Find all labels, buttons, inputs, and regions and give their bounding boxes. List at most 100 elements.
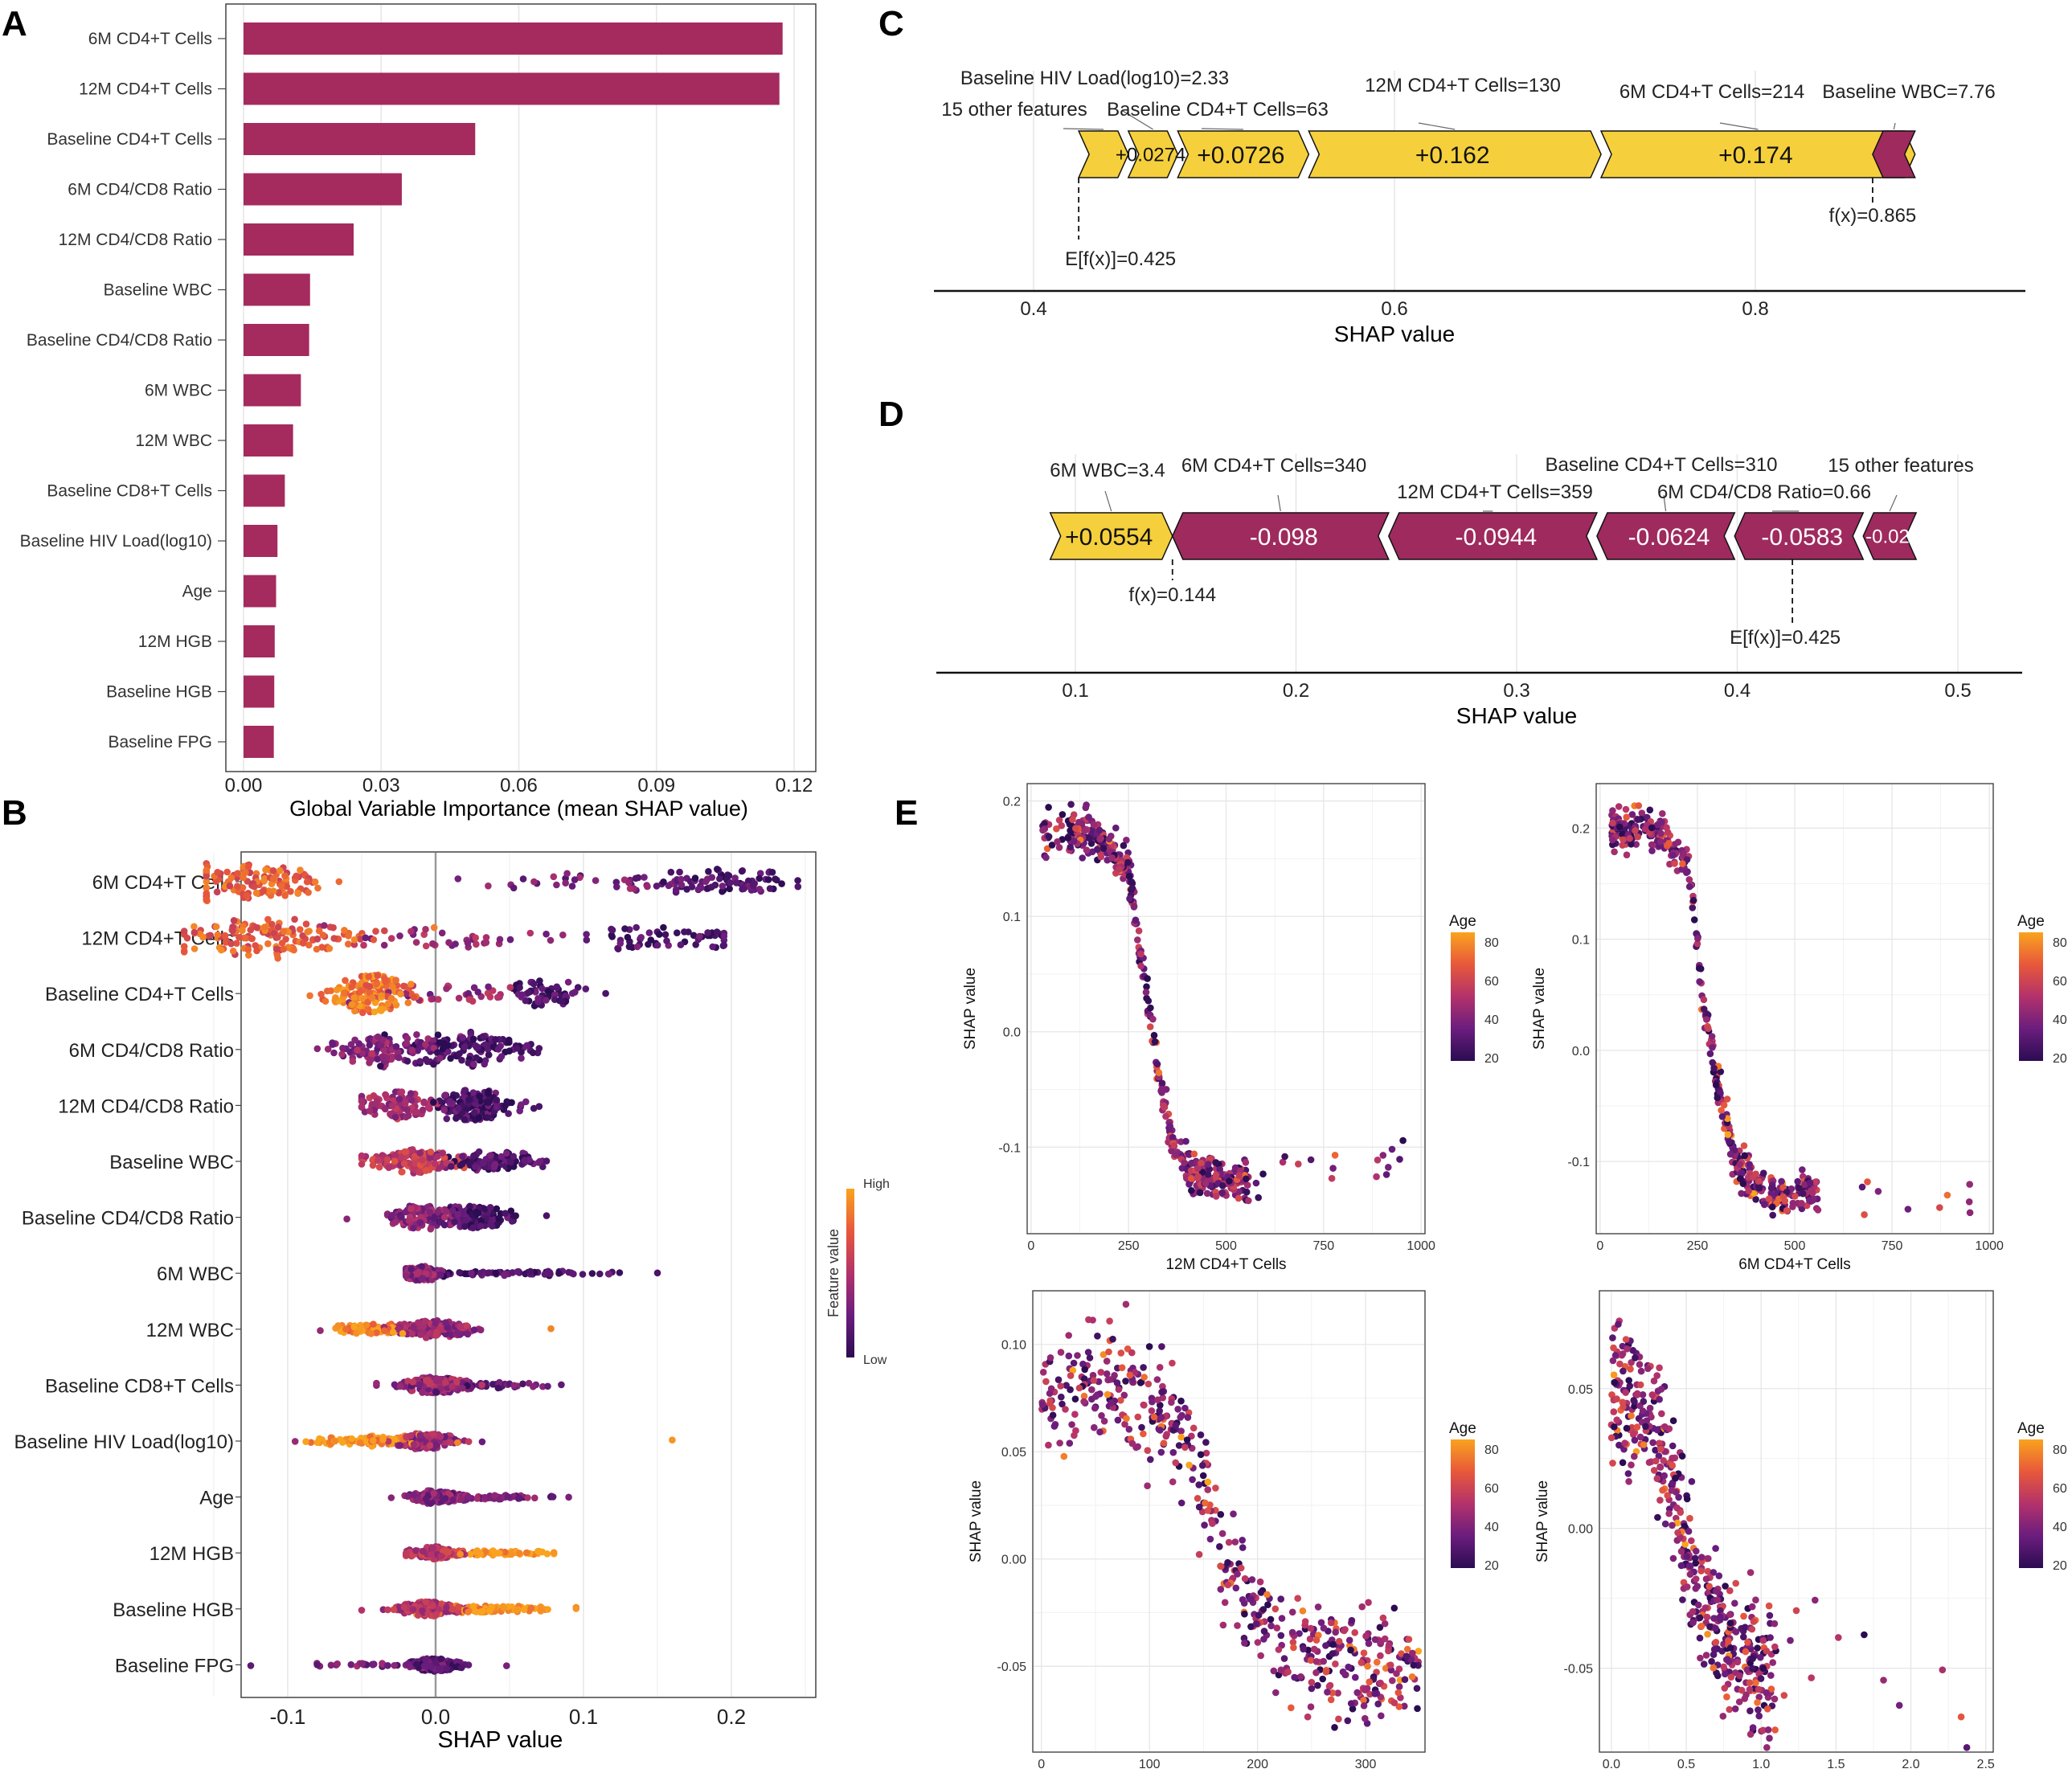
dependence-point xyxy=(1086,834,1093,842)
shap-point xyxy=(486,1204,494,1211)
legend-title: Age xyxy=(1449,913,1476,930)
shap-point xyxy=(626,885,634,892)
shap-point xyxy=(230,917,238,924)
shap-point xyxy=(454,1329,461,1337)
shap-point xyxy=(416,1331,424,1338)
shap-point xyxy=(373,1098,381,1106)
shap-point xyxy=(430,1214,438,1222)
dependence-point xyxy=(1783,1206,1791,1214)
shap-point xyxy=(436,1054,444,1062)
x-tick-label: 0.5 xyxy=(1944,680,1971,702)
shap-point xyxy=(244,863,252,870)
shap-point xyxy=(544,1606,551,1613)
dependence-point xyxy=(1108,854,1116,862)
bar xyxy=(244,23,783,55)
shap-point xyxy=(403,1058,412,1065)
shap-point xyxy=(422,1598,430,1606)
dependence-point xyxy=(1768,1203,1776,1210)
shap-point xyxy=(482,934,490,941)
shap-point xyxy=(456,1050,463,1058)
shap-point xyxy=(419,1389,426,1396)
shap-point xyxy=(481,1060,488,1068)
dependence-point xyxy=(1620,836,1627,844)
shap-point xyxy=(461,1043,469,1050)
shap-point xyxy=(424,1058,431,1066)
shap-point xyxy=(495,1214,502,1222)
dependence-point xyxy=(1690,916,1698,923)
dependence-point xyxy=(1395,1683,1403,1690)
dependence-point xyxy=(1203,1190,1211,1198)
shap-point xyxy=(330,935,338,942)
dependence-point xyxy=(1658,818,1665,825)
dependence-point xyxy=(1648,847,1656,854)
dependence-point xyxy=(1138,1423,1145,1431)
shap-point xyxy=(407,1432,415,1439)
shap-point xyxy=(372,927,379,935)
shap-point xyxy=(653,941,661,949)
shap-point xyxy=(341,927,348,934)
shap-point xyxy=(493,1096,501,1104)
feature-label: 12M CD4/CD8 Ratio xyxy=(58,1095,234,1117)
shap-point xyxy=(214,931,222,939)
dependence-point xyxy=(1665,839,1673,847)
dependence-point xyxy=(1615,823,1624,831)
shap-point xyxy=(180,943,188,950)
dependence-point xyxy=(1680,850,1687,858)
dependence-point xyxy=(1609,807,1616,814)
shap-point xyxy=(443,985,450,993)
dependence-point xyxy=(1217,1586,1225,1593)
shap-point xyxy=(461,1222,469,1230)
dependence-point xyxy=(1760,1200,1768,1208)
shap-point xyxy=(624,933,632,941)
shap-point xyxy=(453,1439,461,1447)
dependence-point xyxy=(1792,1193,1799,1200)
shap-point xyxy=(526,1267,534,1275)
feature-label: Baseline CD8+T Cells xyxy=(45,1375,234,1397)
shap-point xyxy=(399,982,407,990)
legend-tick: 20 xyxy=(1484,1052,1499,1066)
dependence-point xyxy=(1679,860,1686,867)
shap-point xyxy=(660,923,667,932)
shap-point xyxy=(402,1550,410,1557)
shap-point xyxy=(395,1095,403,1103)
shap-point xyxy=(410,1440,418,1448)
dependence-point xyxy=(1736,1175,1744,1182)
shap-point xyxy=(420,1099,428,1107)
shap-point xyxy=(262,866,269,874)
shap-point xyxy=(464,1330,472,1338)
feature-label: 6M CD4+T Cells xyxy=(92,872,234,894)
dependence-point xyxy=(1218,1189,1226,1197)
shap-point xyxy=(592,877,600,884)
shap-point xyxy=(485,983,492,991)
dependence-point xyxy=(1966,1209,1974,1217)
shap-point xyxy=(629,944,637,951)
dependence-point xyxy=(1379,1152,1387,1159)
shap-point xyxy=(362,934,370,942)
dependence-point xyxy=(1042,1378,1050,1386)
shap-point xyxy=(428,1551,435,1558)
shap-point xyxy=(633,943,641,951)
shap-point xyxy=(702,878,710,886)
shap-point xyxy=(514,1268,522,1275)
shap-point xyxy=(596,1270,604,1278)
dependence-point xyxy=(1966,1181,1973,1188)
shap-point xyxy=(302,920,310,927)
shap-point xyxy=(313,936,321,943)
segment-value: -0.0583 xyxy=(1761,524,1843,551)
shap-point xyxy=(418,1263,425,1271)
label-leader xyxy=(1719,122,1759,130)
shap-point xyxy=(400,1603,408,1611)
category-label: 12M HGB xyxy=(138,633,212,651)
dependence-point xyxy=(1081,1366,1088,1374)
dependence-point xyxy=(1218,1182,1226,1190)
shap-point xyxy=(518,1054,525,1062)
shap-point xyxy=(353,1329,360,1337)
shap-point xyxy=(468,1269,475,1277)
shap-point xyxy=(397,990,404,998)
shap-point xyxy=(772,875,779,882)
shap-point xyxy=(653,882,661,890)
dependence-point xyxy=(1072,825,1079,833)
shap-point xyxy=(541,1271,549,1278)
shap-point xyxy=(681,928,688,936)
